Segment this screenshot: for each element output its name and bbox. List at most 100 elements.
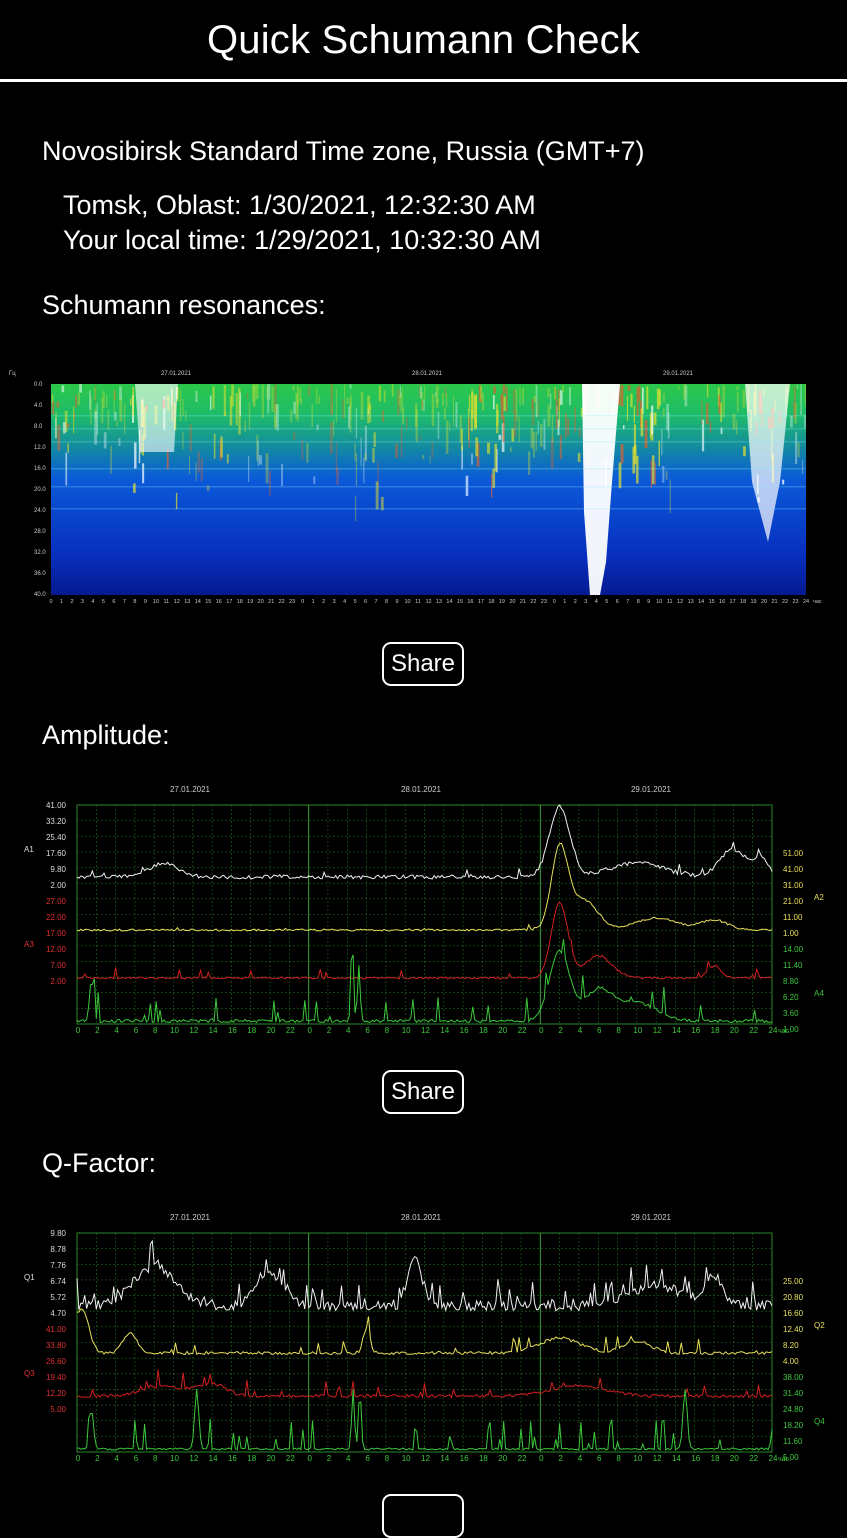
spectrogram-cell [300,398,303,405]
chart-y-tick: 12.00 [46,945,67,954]
spectrogram-x-tick: 5 [354,599,357,605]
spectrogram-cell [720,402,723,423]
spectrogram-cell [142,463,145,484]
spectrogram-cell [381,410,384,423]
schumann-spectrogram: Гц 27.01.2021 28.01.2021 29.01.2021 0.0 4.0… [9,371,822,605]
chart-y-tick: 6.74 [50,1277,66,1286]
spectrogram-x-tick: 20 [258,599,264,605]
chart-y-tick: 1.00 [783,1025,799,1034]
spectrogram-cell [706,384,709,398]
spectrogram-cell [528,451,531,475]
spectrogram-cell [654,462,656,485]
spectrogram-cell [422,455,425,460]
spectrogram-x-tick: 10 [153,599,159,605]
chart-x-tick: 14 [209,1026,218,1035]
amplitude-heading: Amplitude: [42,720,170,750]
share-qfactor-button[interactable] [382,1494,464,1538]
spectrogram-cell [651,455,655,485]
spectrogram-cell [633,445,637,465]
chart-x-tick: 16 [691,1026,700,1035]
spectrogram-cell [722,384,725,418]
spectrogram-cell [274,404,277,428]
chart-x-tick: 12 [653,1026,662,1035]
spectrogram-cell [229,395,233,426]
chart-date-label: 27.01.2021 [170,785,211,794]
chart-x-tick: 0 [76,1026,81,1035]
chart-y-tick: 9.80 [50,1229,66,1238]
spectrogram-x-tick: 13 [436,599,442,605]
spectrogram-y-tick: 36.0 [34,571,46,577]
spectrogram-cell [475,437,479,457]
spectrogram-cell [646,386,649,410]
spectrogram-cell [579,427,581,438]
spectrogram-cell [574,407,576,433]
chart-x-tick: 14 [209,1454,218,1463]
spectrogram-date-label: 27.01.2021 [161,371,192,377]
spectrogram-y-tick: 16.0 [34,466,46,472]
spectrogram-cell [89,390,91,410]
spectrogram-cell [445,393,448,408]
spectrogram-band [51,468,806,470]
chart-y-tick: 16.60 [783,1309,804,1318]
spectrogram-cell [349,401,352,433]
spectrogram-cell [550,438,554,469]
spectrogram-x-tick: 12 [425,599,431,605]
chart-date-label: 29.01.2021 [631,1213,672,1222]
spectrogram-cell [555,400,558,429]
chart-x-tick: 22 [518,1454,527,1463]
spectrogram-cell [101,397,104,424]
chart-x-tick: 20 [730,1026,739,1035]
spectrogram-cell [790,415,793,428]
chart-x-tick: 12 [189,1454,198,1463]
share-resonances-button[interactable]: Share [382,642,464,686]
chart-date-label: 27.01.2021 [170,1213,211,1222]
spectrogram-x-tick: 2 [574,599,577,605]
spectrogram-cell [274,416,276,430]
spectrogram-cell [103,432,107,449]
spectrogram-cell [391,384,394,397]
spectrogram-cell [354,495,357,522]
spectrogram-cell [259,455,262,465]
chart-x-tick: 22 [518,1026,527,1035]
spectrogram-cell [354,443,356,461]
spectrogram-cell [414,403,418,427]
spectrogram-x-tick: 17 [226,599,232,605]
spectrogram-cell [313,476,316,484]
spectrogram-cell [355,407,358,439]
spectrogram-x-tick: 8 [133,599,136,605]
local-time-text: Your local time: 1/29/2021, 10:32:30 AM [63,225,541,255]
spectrogram-cell [188,455,191,474]
spectrogram-cell [226,454,229,464]
spectrogram-x-tick: 16 [216,599,222,605]
spectrogram-cell [380,496,384,511]
spectrogram-y-tick: 12.0 [34,445,46,451]
spectrogram-cell [662,408,665,418]
spectrogram-cell [735,420,738,435]
chart-y-tick: 27.00 [46,897,67,906]
spectrogram-cell [804,384,806,407]
spectrogram-cell [701,419,705,452]
spectrogram-cell [559,435,562,459]
spectrogram-x-tick: 3 [81,599,84,605]
spectrogram-cell [551,414,554,443]
chart-y-tick: 21.00 [783,897,804,906]
spectrogram-x-tick: 2 [70,599,73,605]
spectrogram-cell [511,428,515,442]
chart-x-tick: 18 [479,1026,488,1035]
spectrogram-cell [620,385,624,407]
spectrogram-cell [350,393,352,420]
spectrogram-cell [265,453,269,484]
spectrogram-cell [449,422,451,431]
spectrogram-cell [348,406,351,429]
spectrogram-x-tick: 6 [364,599,367,605]
spectrogram-x-tick: 18 [237,599,243,605]
chart-x-tick: 22 [749,1454,758,1463]
spectrogram-cell [293,432,296,440]
chart-x-tick: 16 [691,1454,700,1463]
share-amplitude-button[interactable]: Share [382,1070,464,1114]
spectrogram-cell [638,385,641,402]
spectrogram-cell [459,415,462,443]
spectrogram-cell [537,420,539,435]
spectrogram-cell [346,397,349,404]
spectrogram-cell [804,414,806,429]
